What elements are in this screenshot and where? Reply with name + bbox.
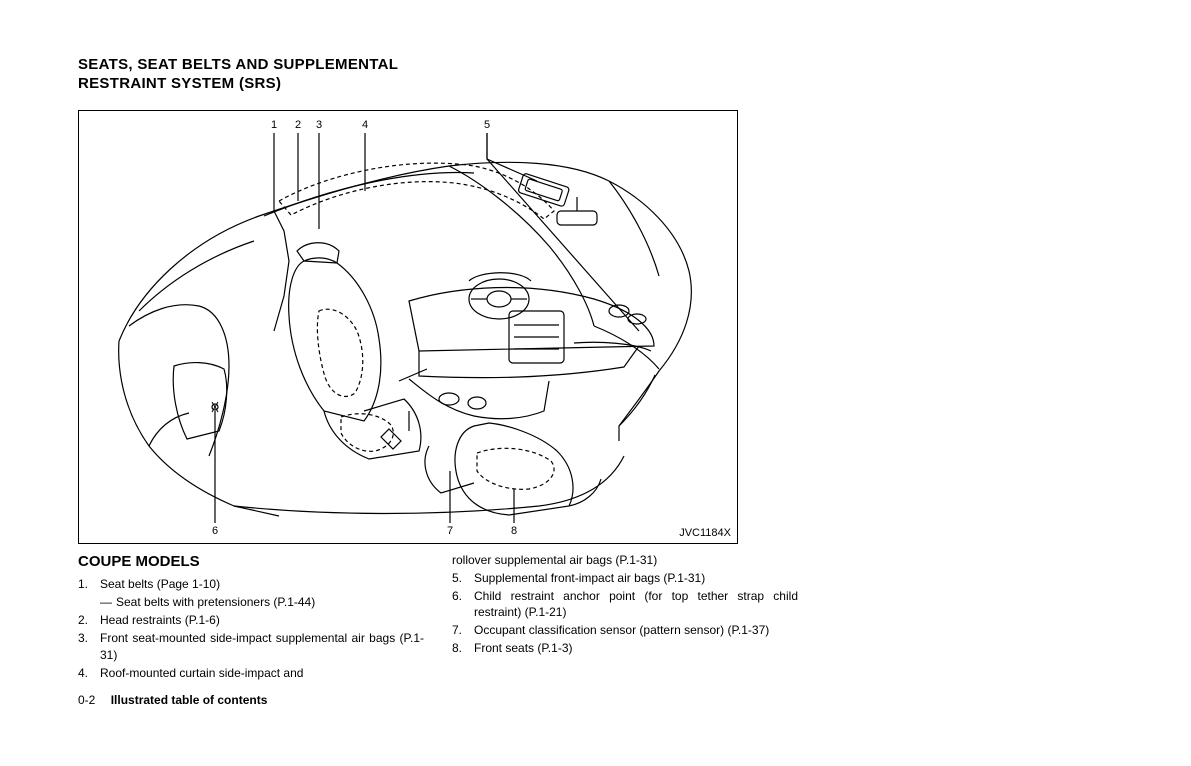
legend-item-text: Child restraint anchor point (for top te… [474, 588, 798, 620]
page-number: 0-2 [78, 693, 95, 707]
legend-item-text: Head restraints (P.1-6) [100, 612, 424, 628]
section-title-line2: RESTRAINT SYSTEM (SRS) [78, 75, 281, 92]
legend-item: 4.Roof-mounted curtain side-impact and [78, 665, 424, 681]
subtitle: COUPE MODELS [78, 552, 424, 572]
car-interior-diagram [79, 111, 739, 545]
continuation-text: rollover supplemental air bags (P.1-31) [452, 552, 798, 568]
legend-col-right: rollover supplemental air bags (P.1-31) … [452, 552, 798, 683]
legend-subitem-text: Seat belts with pretensioners (P.1-44) [116, 594, 424, 610]
legend-item-number: 2. [78, 612, 100, 628]
legend-item-number: 6. [452, 588, 474, 620]
legend-item-number: 7. [452, 622, 474, 638]
legend-item-number: 4. [78, 665, 100, 681]
legend-item-text: Roof-mounted curtain side-impact and [100, 665, 424, 681]
legend-item-text: Supplemental front-impact air bags (P.1-… [474, 570, 798, 586]
page-footer: 0-2 Illustrated table of contents [78, 693, 798, 707]
legend-item-number: 3. [78, 630, 100, 662]
legend-item-text: Front seats (P.1-3) [474, 640, 798, 656]
legend-item: 8.Front seats (P.1-3) [452, 640, 798, 656]
legend-item: 2.Head restraints (P.1-6) [78, 612, 424, 628]
legend-col-left: COUPE MODELS 1.Seat belts (Page 1-10)—Se… [78, 552, 424, 683]
legend-item: 5.Supplemental front-impact air bags (P.… [452, 570, 798, 586]
figure-box: 1 2 3 4 5 6 7 8 [78, 110, 738, 544]
legend-item-text: Occupant classification sensor (pattern … [474, 622, 798, 638]
legend-item: 6.Child restraint anchor point (for top … [452, 588, 798, 620]
legend-item-text: Front seat-mounted side-impact supplemen… [100, 630, 424, 662]
legend-item-number: 5. [452, 570, 474, 586]
section-title: SEATS, SEAT BELTS AND SUPPLEMENTAL RESTR… [78, 56, 798, 94]
legend-item: 7.Occupant classification sensor (patter… [452, 622, 798, 638]
legend-item-text: Seat belts (Page 1-10) [100, 576, 424, 592]
legend-item: 1.Seat belts (Page 1-10) [78, 576, 424, 592]
footer-title: Illustrated table of contents [111, 693, 268, 707]
legend-subitem: —Seat belts with pretensioners (P.1-44) [78, 594, 424, 610]
legend-subitem-dash: — [100, 594, 116, 610]
legend-item: 3.Front seat-mounted side-impact supplem… [78, 630, 424, 662]
legend-item-number: 8. [452, 640, 474, 656]
image-code: JVC1184X [679, 527, 731, 539]
section-title-line1: SEATS, SEAT BELTS AND SUPPLEMENTAL [78, 56, 398, 73]
legend-block: COUPE MODELS 1.Seat belts (Page 1-10)—Se… [78, 552, 798, 707]
legend-item-number: 1. [78, 576, 100, 592]
